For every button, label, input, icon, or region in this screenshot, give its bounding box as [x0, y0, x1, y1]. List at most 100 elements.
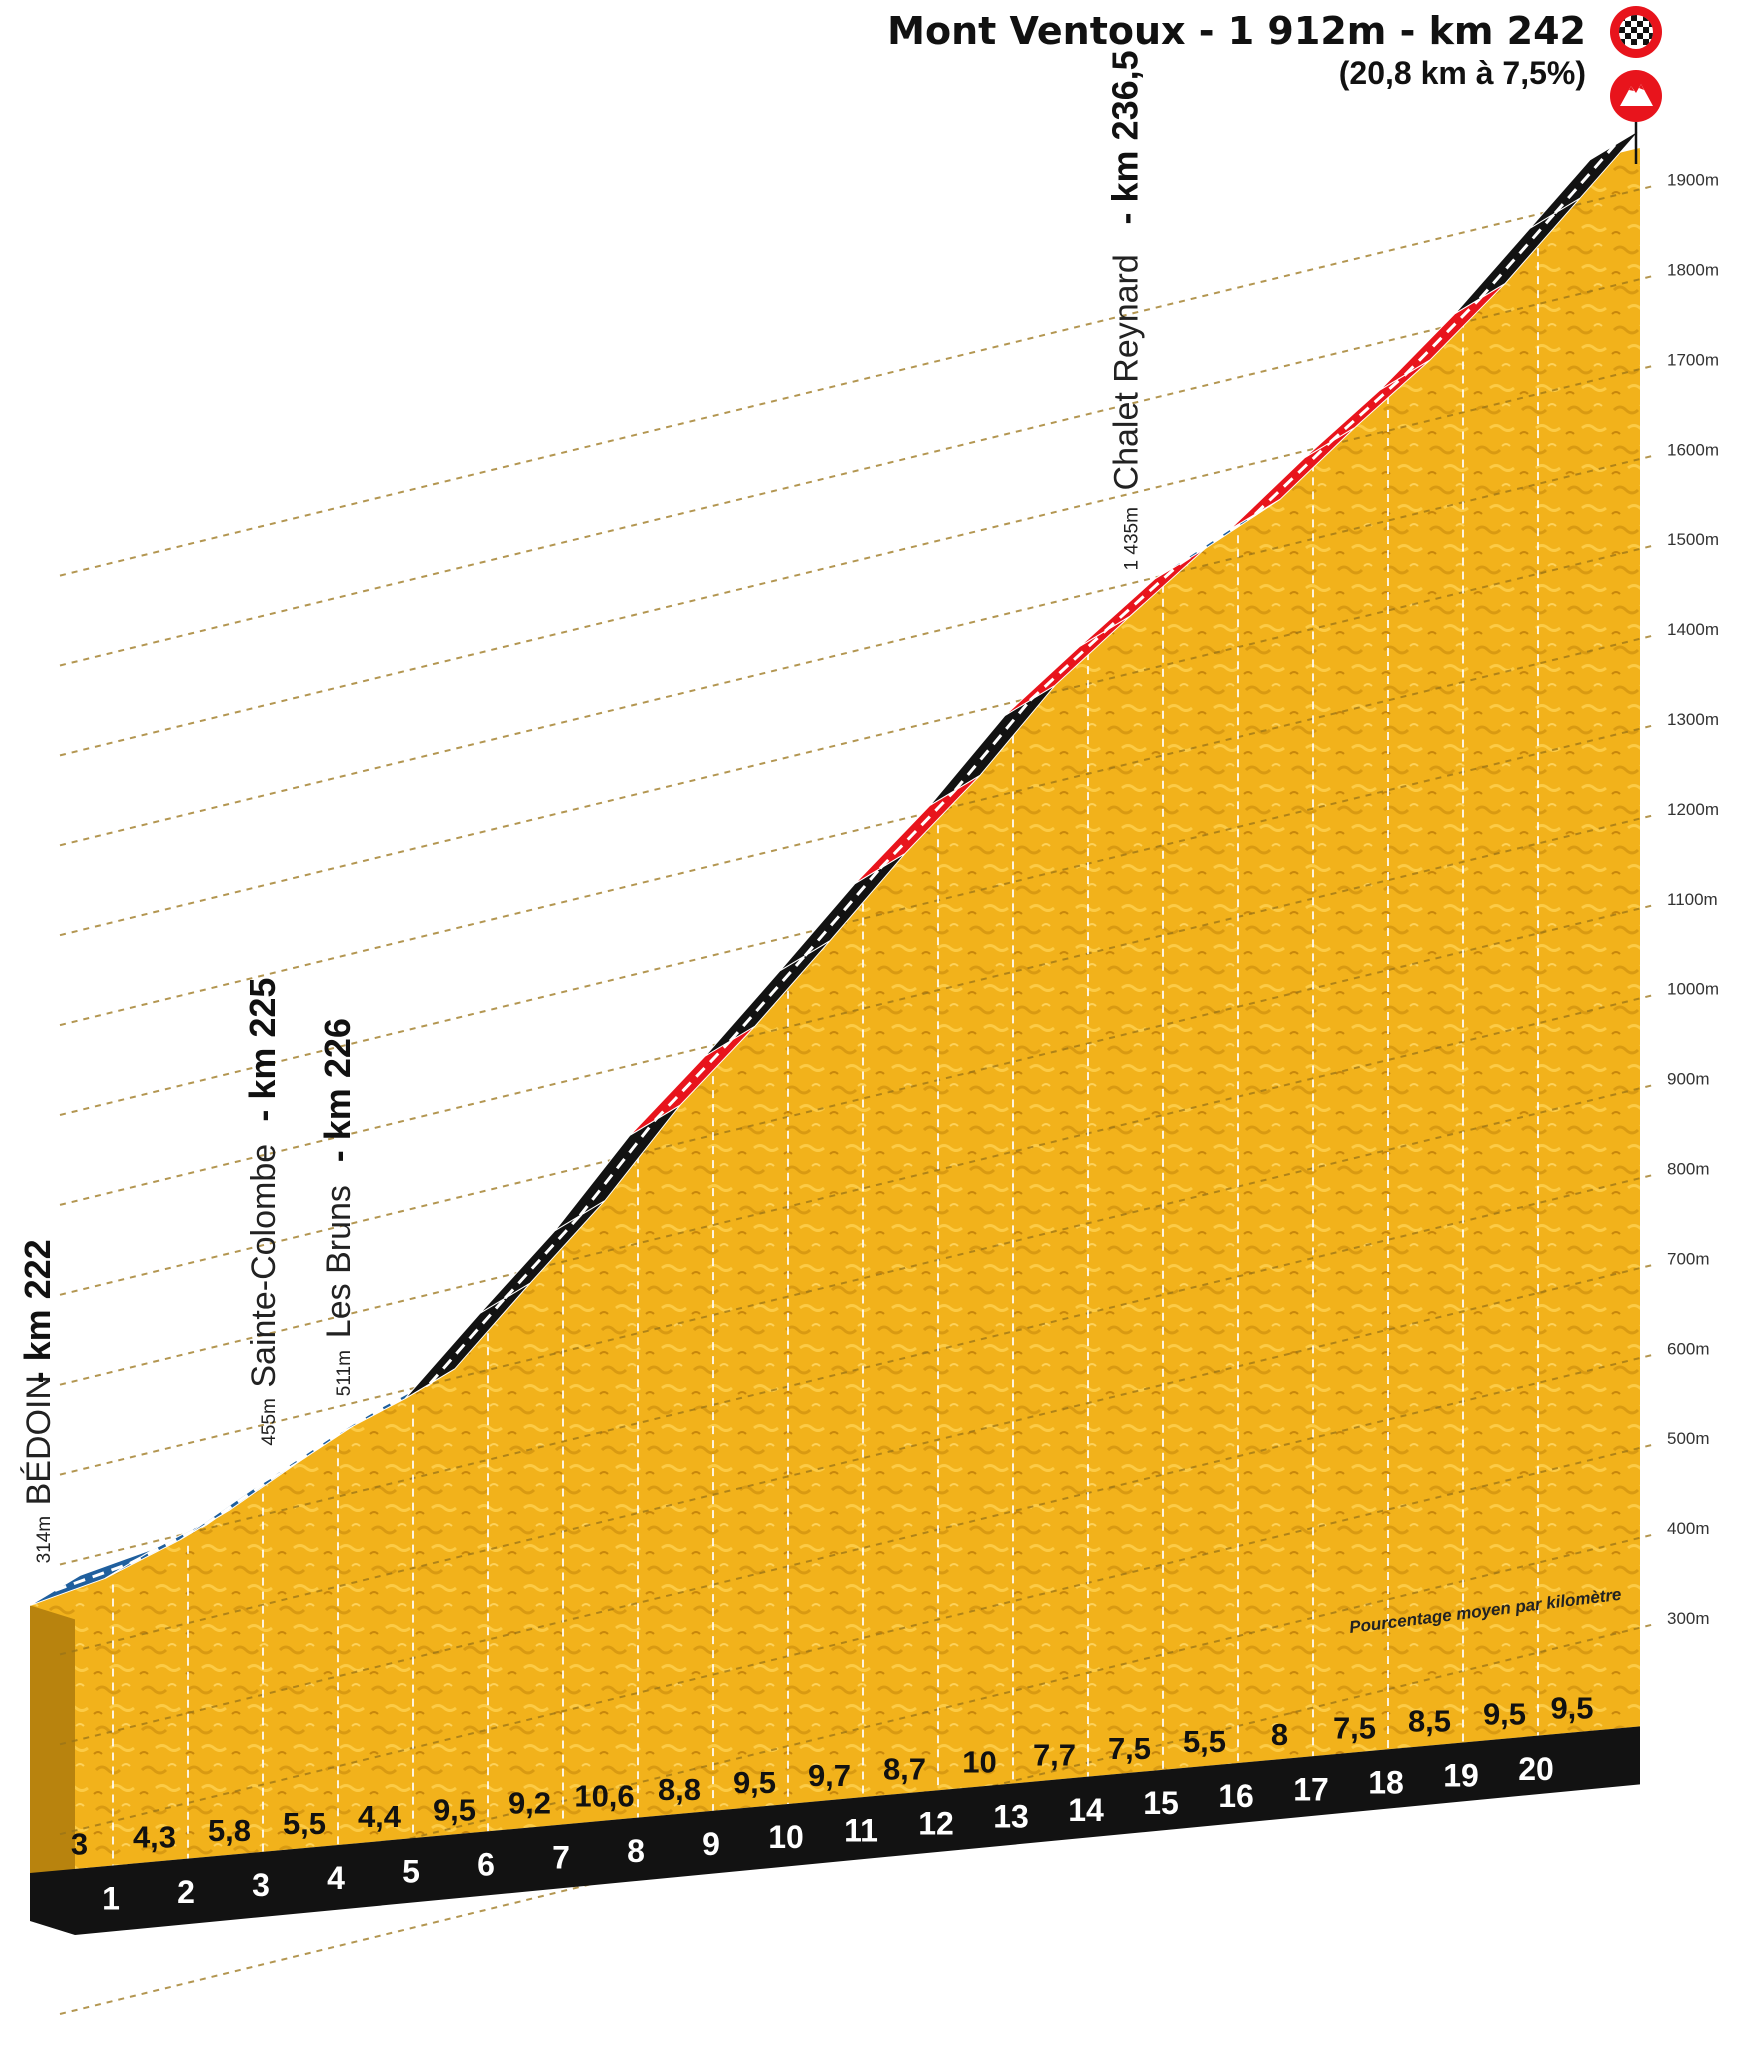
road-centerline: [1179, 513, 1256, 566]
waypoint-label: 314m BÉDOIN- km 222: [17, 1239, 58, 1563]
gradient-label: 8,8: [658, 1772, 701, 1807]
road-centerline: [653, 1040, 732, 1122]
waypoint-altitude: 511m: [334, 1350, 355, 1396]
waypoint-name: Les Bruns: [320, 1185, 358, 1338]
road-centerline: [578, 1119, 657, 1217]
gradient-label: 8,7: [883, 1751, 926, 1786]
elevation-gridline: [59, 1173, 1656, 1566]
road-centerline: [1403, 297, 1482, 377]
waypoint-label: 455m Sainte-Colombe - km 225: [242, 978, 283, 1446]
summit-icon: [1610, 70, 1662, 122]
km-label: 10: [768, 1819, 804, 1855]
elevation-gridline: [59, 364, 1656, 757]
elevation-tick-label: 1300m: [1667, 710, 1719, 729]
road-centerline: [279, 1421, 356, 1474]
km-label: 18: [1368, 1764, 1404, 1800]
waypoint-altitude: 455m: [259, 1398, 280, 1446]
waypoint-km: - km 225: [242, 978, 283, 1122]
elevation-gridline: [59, 454, 1656, 847]
gradient-label: 8: [1271, 1717, 1288, 1752]
waypoint-label: 511m Les Bruns - km 226: [317, 1018, 358, 1396]
km-label: 4: [327, 1860, 345, 1896]
gradient-label: 9,5: [1483, 1697, 1526, 1732]
km-label: 13: [993, 1799, 1029, 1835]
elevation-gridline: [59, 184, 1656, 577]
gradient-label: 9,2: [508, 1786, 551, 1821]
elevation-gridline: [59, 724, 1656, 1116]
gradient-label: 9,5: [433, 1792, 476, 1827]
road-centerline: [878, 789, 957, 870]
gradient-label: 10,6: [574, 1779, 634, 1814]
elevation-tick-label: 1000m: [1667, 980, 1719, 999]
gradient-label: 5,8: [208, 1813, 251, 1848]
gradient-label: 4,3: [133, 1820, 176, 1855]
waypoint-name: Chalet Reynard: [1108, 254, 1146, 490]
elevation-tick-label: 800m: [1667, 1160, 1710, 1179]
elevation-gridline: [59, 813, 1656, 1206]
elevation-tick-label: 700m: [1667, 1249, 1710, 1268]
km-label: 2: [177, 1874, 195, 1910]
elevation-gridline: [59, 1263, 1656, 1656]
elevation-tick-label: 1600m: [1667, 440, 1719, 459]
km-label: 5: [402, 1853, 420, 1889]
waypoint-name: BÉDOIN: [20, 1375, 58, 1505]
elevation-tick-label: 1100m: [1667, 890, 1718, 909]
elevation-tick-label: 500m: [1667, 1429, 1710, 1448]
elevation-gridline: [59, 634, 1656, 1027]
road-centerline: [1028, 630, 1107, 702]
elevation-tick-label: 1700m: [1667, 350, 1719, 369]
waypoint-altitude: 314m: [34, 1516, 55, 1564]
km-label: 17: [1293, 1771, 1329, 1807]
gradient-label: 7,5: [1333, 1710, 1376, 1745]
km-label: 16: [1218, 1778, 1254, 1814]
km-label: 7: [552, 1840, 570, 1876]
elevation-gridline: [59, 274, 1656, 667]
elevation-tick-label: 600m: [1667, 1339, 1710, 1358]
elevation-tick-label: 1800m: [1667, 261, 1719, 280]
waypoint-altitude: 1 435m: [1122, 507, 1143, 570]
road-centerline: [54, 1562, 131, 1592]
km-label: 20: [1518, 1751, 1554, 1787]
terrain-side-face: [30, 1605, 75, 1883]
waypoint-name: Sainte-Colombe: [245, 1144, 283, 1388]
elevation-gridline: [59, 903, 1656, 1296]
gradient-label: 5,5: [283, 1806, 326, 1841]
km-label: 9: [702, 1826, 720, 1862]
elevation-tick-label: 300m: [1667, 1609, 1710, 1628]
chart-title: Mont Ventoux - 1 912m - km 242: [887, 9, 1586, 53]
km-label: 15: [1143, 1785, 1179, 1821]
elevation-gridline: [59, 1443, 1656, 1836]
elevation-gridline: [59, 993, 1656, 1386]
km-label: 11: [844, 1812, 878, 1848]
waypoint-label: 1 435m Chalet Reynard - km 236,5: [1105, 50, 1146, 570]
km-label: 8: [627, 1833, 645, 1869]
finish-flag-icon: [1610, 6, 1662, 58]
gradient-label: 3: [71, 1826, 88, 1861]
gradient-label: 9,5: [1550, 1691, 1593, 1726]
elevation-tick-label: 900m: [1667, 1070, 1710, 1089]
gradient-label: 5,5: [1183, 1724, 1226, 1759]
profile-base: [30, 1726, 1640, 1935]
gradient-label: 7,7: [1033, 1738, 1076, 1773]
elevation-gridline: [59, 1353, 1656, 1746]
elevation-tick-label: 1200m: [1667, 800, 1719, 819]
elevation-gridline: [59, 544, 1656, 937]
gradient-label: 4,4: [358, 1799, 402, 1834]
gradient-label: 9,7: [808, 1758, 851, 1793]
road-centerline: [1253, 441, 1332, 516]
waypoint-km: - km 222: [17, 1239, 58, 1383]
elevation-gridline: [59, 1533, 1656, 1926]
road-centerline: [1553, 143, 1617, 215]
elevation-tick-label: 1400m: [1667, 620, 1719, 639]
elevation-tick-label: 400m: [1667, 1519, 1710, 1538]
gradient-label: 8,5: [1408, 1704, 1451, 1739]
road-centerline: [1328, 373, 1407, 444]
km-label: 1: [102, 1881, 120, 1917]
km-label: 19: [1443, 1758, 1479, 1794]
gradient-label: 9,5: [733, 1765, 776, 1800]
road-centerline: [204, 1471, 281, 1527]
waypoint-km: - km 226: [317, 1018, 358, 1162]
gradient-label: 10: [962, 1745, 996, 1780]
km-label: 6: [477, 1846, 495, 1882]
